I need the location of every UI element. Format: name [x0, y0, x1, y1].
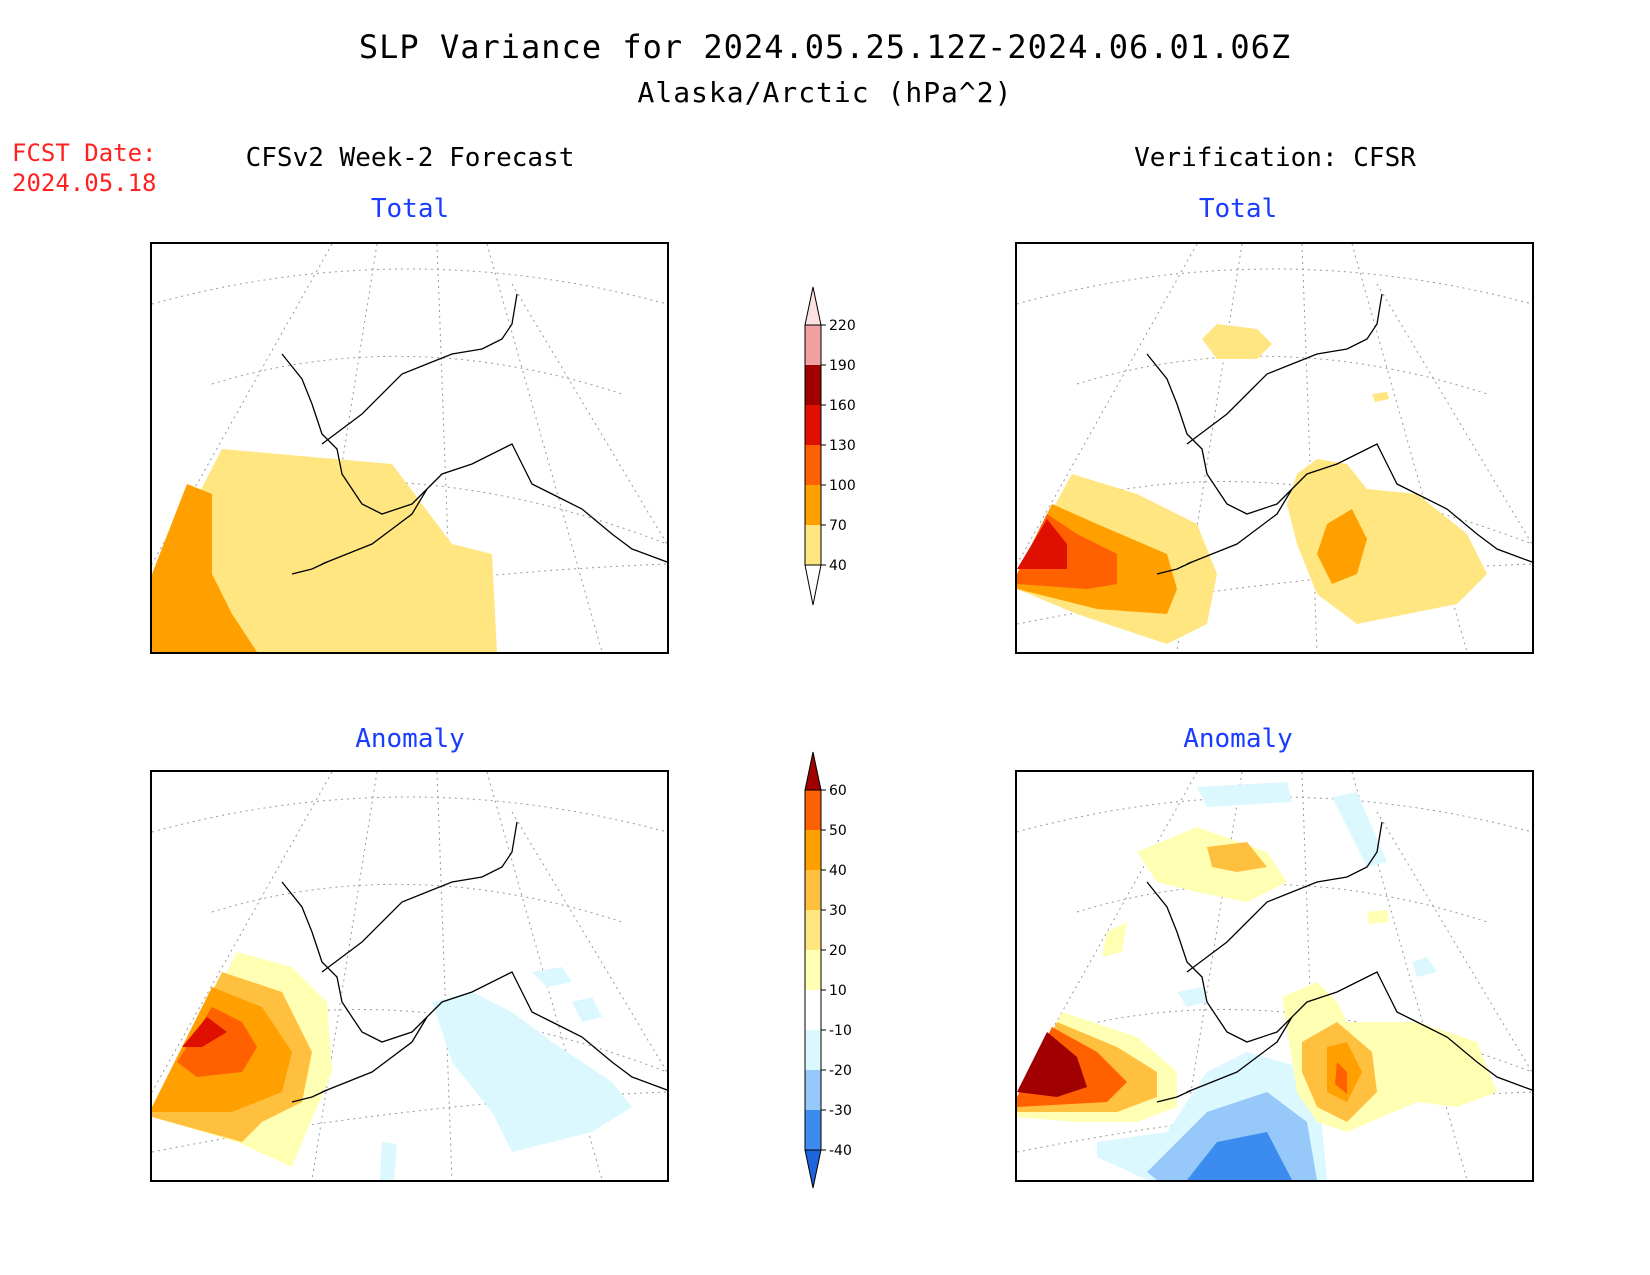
colorbar-segment — [805, 365, 821, 405]
fcst-date-label: FCST Date: — [12, 139, 157, 167]
colorbar-tick-label: 70 — [829, 518, 847, 534]
colorbar-tick-label: 100 — [829, 478, 856, 494]
subtitle: Alaska/Arctic (hPa^2) — [637, 76, 1013, 109]
colorbar-segment — [805, 910, 821, 950]
forecast-total-shading — [152, 449, 497, 652]
colorbar-tick-label: 130 — [829, 438, 856, 454]
colorbar-segment — [805, 445, 821, 485]
colorbar-segment — [805, 485, 821, 525]
colorbar-tick-label: 20 — [829, 943, 847, 959]
forecast-column-heading: CFSv2 Week-2 Forecast — [245, 143, 575, 173]
coastline — [281, 821, 667, 1103]
colorbar-segment-below — [804, 1149, 822, 1189]
colorbar-tick-label: 220 — [829, 318, 856, 334]
colorbar-tick-label: 160 — [829, 398, 856, 414]
verification-anomaly-shading — [1017, 782, 1497, 1180]
colorbar-segment-top — [804, 751, 822, 791]
colorbar-segment — [805, 950, 821, 990]
colorbar-segment — [805, 870, 821, 910]
colorbar-tick-label: 40 — [829, 863, 847, 879]
forecast-anomaly-title: Anomaly — [355, 724, 465, 754]
colorbar-segment-top — [804, 286, 822, 326]
coastline — [281, 293, 667, 575]
forecast-total-title: Total — [370, 194, 450, 224]
colorbar-frame — [804, 789, 822, 1151]
verification-total-map — [1015, 242, 1534, 654]
fcst-date-value: 2024.05.18 — [12, 169, 157, 197]
forecast-total-map — [150, 242, 669, 654]
colorbar-tick-label: 40 — [829, 558, 847, 574]
verification-total-title: Total — [1198, 194, 1278, 224]
verification-anomaly-map — [1015, 770, 1534, 1182]
forecast-anomaly-map — [150, 770, 669, 1182]
main-title: SLP Variance for 2024.05.25.12Z-2024.06.… — [358, 28, 1292, 66]
colorbar-segment — [805, 525, 821, 565]
colorbar-segment-below — [804, 564, 822, 606]
forecast-anomaly-shading — [152, 952, 632, 1180]
colorbar-segment — [805, 1110, 821, 1150]
colorbar-segment — [805, 405, 821, 445]
colorbar-segment — [805, 325, 821, 365]
coastline — [1146, 293, 1532, 575]
colorbar-tick-label: 10 — [829, 983, 847, 999]
colorbar-tick-label: 60 — [829, 783, 847, 799]
verification-anomaly-title: Anomaly — [1183, 724, 1293, 754]
colorbar-tick-label: 50 — [829, 823, 847, 839]
verification-total-shading — [1017, 324, 1487, 644]
colorbar-segment — [805, 1070, 821, 1110]
colorbar-tick-label: -30 — [829, 1103, 852, 1119]
colorbar-tick-label: 190 — [829, 358, 856, 374]
colorbar-segment — [805, 830, 821, 870]
colorbar-segment — [805, 790, 821, 830]
verification-column-heading: Verification: CFSR — [1134, 143, 1416, 173]
colorbar-tick-label: 30 — [829, 903, 847, 919]
colorbar-tick-label: -10 — [829, 1023, 852, 1039]
total-colorbar: 40 70 100 130 160 190 220 — [795, 285, 875, 615]
anomaly-colorbar: -40 -30 -20 -10 10 20 30 40 50 60 — [795, 750, 875, 1210]
coastline — [1146, 821, 1532, 1103]
fcst-date-block: FCST Date: 2024.05.18 — [12, 138, 157, 198]
colorbar-segment — [805, 990, 821, 1030]
colorbar-segment — [805, 1030, 821, 1070]
colorbar-tick-label: -20 — [829, 1063, 852, 1079]
colorbar-tick-label: -40 — [829, 1143, 852, 1159]
